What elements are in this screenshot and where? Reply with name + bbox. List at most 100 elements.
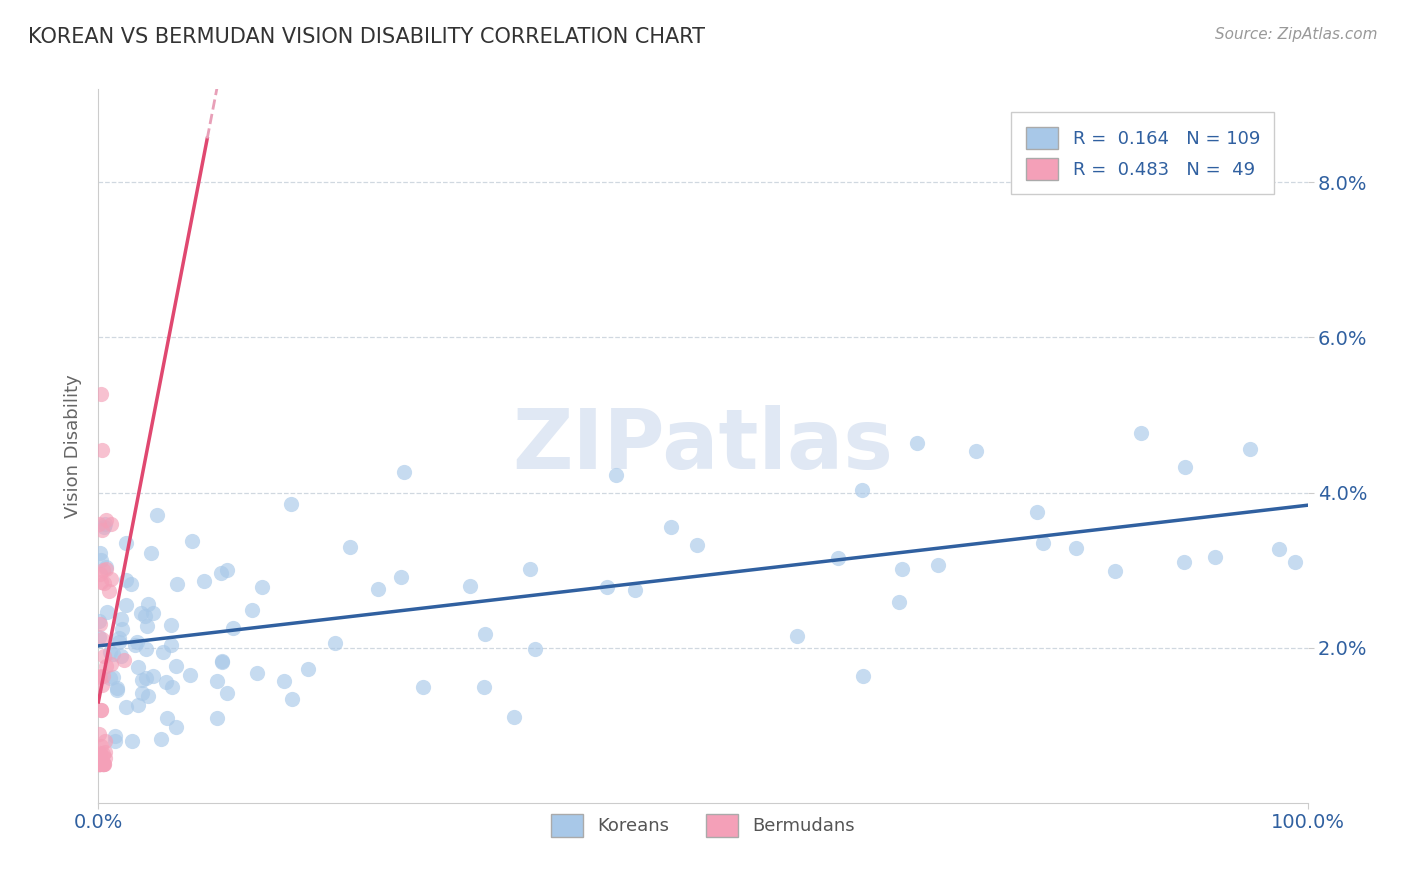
Point: [1284, 556, 1306, 570]
Point: [524, 641, 547, 656]
Point: [90, 442, 112, 457]
Point: [1267, 542, 1289, 557]
Point: [222, 621, 245, 635]
Point: [135, 618, 157, 632]
Point: [624, 582, 647, 597]
Point: [159, 617, 181, 632]
Point: [458, 579, 481, 593]
Point: [90, 575, 112, 590]
Point: [240, 603, 263, 617]
Point: [502, 710, 524, 724]
Point: [965, 444, 987, 458]
Point: [1032, 535, 1054, 549]
Point: [179, 668, 201, 682]
Point: [136, 597, 159, 611]
Point: [1239, 442, 1261, 456]
Point: [250, 580, 273, 594]
Point: [115, 598, 138, 612]
Point: [100, 516, 122, 531]
Point: [1204, 549, 1226, 564]
Point: [93, 757, 115, 772]
Point: [323, 635, 346, 649]
Point: [89, 747, 111, 761]
Point: [905, 436, 928, 450]
Point: [105, 681, 128, 695]
Point: [94, 659, 117, 673]
Point: [217, 563, 239, 577]
Point: [605, 468, 627, 483]
Point: [891, 562, 914, 576]
Point: [96, 513, 118, 527]
Point: [93, 757, 115, 772]
Text: ZIPatlas: ZIPatlas: [513, 406, 893, 486]
Point: [339, 541, 361, 555]
Point: [135, 671, 157, 685]
Point: [127, 698, 149, 713]
Point: [1026, 505, 1049, 519]
Point: [211, 655, 233, 669]
Point: [1104, 564, 1126, 578]
Point: [887, 595, 910, 609]
Point: [94, 516, 117, 531]
Point: [165, 720, 187, 734]
Point: [392, 466, 415, 480]
Point: [112, 653, 135, 667]
Point: [273, 673, 295, 688]
Point: [131, 686, 153, 700]
Point: [131, 606, 153, 620]
Point: [124, 638, 146, 652]
Point: [145, 508, 167, 522]
Point: [472, 680, 495, 694]
Point: [93, 757, 115, 772]
Point: [215, 686, 238, 700]
Point: [115, 699, 138, 714]
Point: [87, 727, 110, 741]
Point: [193, 574, 215, 589]
Point: [596, 580, 619, 594]
Point: [91, 632, 114, 646]
Point: [87, 757, 110, 772]
Point: [89, 747, 111, 762]
Point: [89, 757, 111, 772]
Point: [367, 582, 389, 597]
Point: [89, 546, 111, 560]
Point: [89, 616, 111, 631]
Point: [155, 675, 177, 690]
Point: [786, 629, 808, 643]
Point: [98, 671, 121, 685]
Point: [297, 662, 319, 676]
Point: [134, 609, 156, 624]
Point: [160, 681, 183, 695]
Point: [89, 757, 111, 772]
Y-axis label: Vision Disability: Vision Disability: [63, 374, 82, 518]
Point: [91, 678, 114, 692]
Point: [135, 642, 157, 657]
Point: [93, 576, 115, 591]
Point: [207, 673, 229, 688]
Text: KOREAN VS BERMUDAN VISION DISABILITY CORRELATION CHART: KOREAN VS BERMUDAN VISION DISABILITY COR…: [28, 27, 706, 46]
Point: [90, 703, 112, 717]
Point: [91, 749, 114, 764]
Point: [1173, 555, 1195, 569]
Point: [1064, 541, 1087, 556]
Point: [142, 668, 165, 682]
Point: [127, 660, 149, 674]
Point: [104, 733, 127, 747]
Point: [91, 757, 114, 772]
Point: [180, 534, 202, 549]
Point: [156, 711, 179, 725]
Point: [160, 638, 183, 652]
Point: [211, 654, 233, 668]
Point: [412, 680, 434, 694]
Point: [165, 659, 187, 673]
Point: [89, 754, 111, 768]
Point: [98, 645, 121, 659]
Point: [108, 631, 131, 645]
Point: [96, 605, 118, 619]
Point: [94, 562, 117, 576]
Point: [114, 536, 136, 550]
Point: [91, 757, 114, 772]
Point: [104, 729, 127, 743]
Point: [111, 622, 134, 636]
Point: [110, 612, 132, 626]
